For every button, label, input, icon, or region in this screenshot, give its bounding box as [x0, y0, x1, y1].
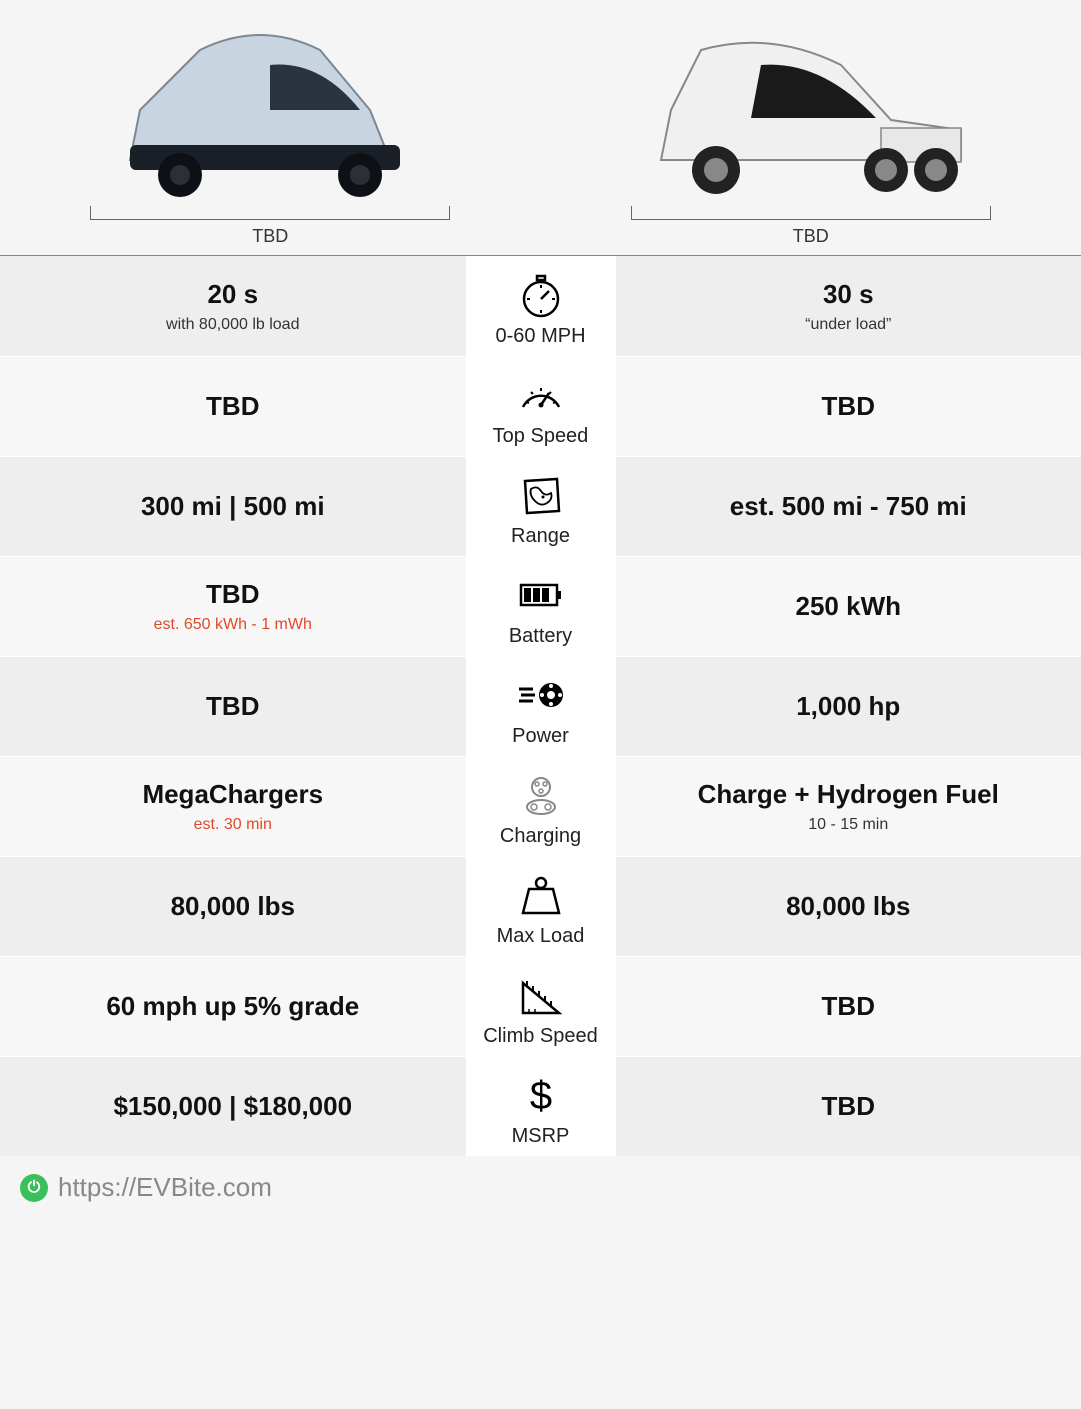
spec-mid-cell: Power	[466, 656, 616, 756]
spec-right-cell: TBD	[616, 356, 1081, 456]
spec-mid-cell: Climb Speed	[466, 956, 616, 1056]
spec-left-value: TBD	[206, 391, 259, 422]
triangle-icon	[513, 969, 569, 1019]
spec-left-value: TBD	[206, 691, 259, 722]
map-icon	[513, 469, 569, 519]
spec-right-cell: 1,000 hp	[616, 656, 1081, 756]
spec-right-value: TBD	[822, 391, 875, 422]
truck-left-image	[70, 10, 470, 210]
spec-right-value: 250 kWh	[796, 591, 902, 622]
spec-left-cell: 300 mi | 500 mi	[0, 456, 466, 556]
spec-right-cell: TBD	[616, 956, 1081, 1056]
spec-left-sub: with 80,000 lb load	[166, 316, 299, 334]
spec-label: 0-60 MPH	[495, 325, 585, 348]
spec-left-value: 80,000 lbs	[171, 891, 295, 922]
spec-left-value: $150,000 | $180,000	[113, 1091, 352, 1122]
spec-right-value: Charge + Hydrogen Fuel	[698, 779, 999, 810]
spec-label: Range	[511, 525, 570, 548]
speedo-icon	[513, 369, 569, 419]
spec-left-value: MegaChargers	[142, 779, 323, 810]
spec-left-cell: $150,000 | $180,000	[0, 1056, 466, 1156]
spec-mid-cell: Charging	[466, 756, 616, 856]
footer-logo-icon: ⏻	[20, 1174, 48, 1202]
comparison-rows: 20 s with 80,000 lb load 0-60 MPH 30 s “unde…	[0, 256, 1081, 1156]
spec-right-cell: Charge + Hydrogen Fuel 10 - 15 min	[616, 756, 1081, 856]
spec-label: MSRP	[512, 1125, 570, 1148]
spec-mid-cell: Battery	[466, 556, 616, 656]
spec-right-cell: TBD	[616, 1056, 1081, 1156]
spec-right-cell: 80,000 lbs	[616, 856, 1081, 956]
spec-label: Battery	[509, 625, 572, 648]
spec-left-value: 20 s	[207, 279, 258, 310]
header-left-label: TBD	[252, 226, 288, 247]
spec-row: 300 mi | 500 mi Range est. 500 mi - 750 mi	[0, 456, 1081, 556]
spec-mid-cell: MSRP	[466, 1056, 616, 1156]
spec-left-cell: TBD	[0, 656, 466, 756]
header-right: TBD	[541, 0, 1081, 255]
spec-right-cell: 30 s “under load”	[616, 256, 1081, 356]
spec-label: Climb Speed	[483, 1025, 598, 1048]
spec-right-cell: 250 kWh	[616, 556, 1081, 656]
spec-row: 80,000 lbs Max Load 80,000 lbs	[0, 856, 1081, 956]
stopwatch-icon	[513, 269, 569, 319]
spec-right-sub: 10 - 15 min	[808, 816, 888, 834]
spec-row: 60 mph up 5% grade Climb Speed TBD	[0, 956, 1081, 1056]
spec-label: Max Load	[497, 925, 585, 948]
spec-label: Top Speed	[493, 425, 589, 448]
spec-left-cell: MegaChargers est. 30 min	[0, 756, 466, 856]
spec-right-value: est. 500 mi - 750 mi	[730, 491, 967, 522]
header-row: TBD TBD	[0, 0, 1081, 256]
header-left: TBD	[0, 0, 541, 255]
spec-label: Power	[512, 725, 569, 748]
spec-mid-cell: Top Speed	[466, 356, 616, 456]
weight-icon	[513, 869, 569, 919]
spec-right-value: 1,000 hp	[796, 691, 900, 722]
bracket-left	[90, 206, 450, 220]
spec-left-estimate: est. 650 kWh - 1 mWh	[154, 616, 312, 634]
spec-mid-cell: Max Load	[466, 856, 616, 956]
battery-icon	[513, 569, 569, 619]
spec-right-value: TBD	[822, 991, 875, 1022]
spec-left-cell: TBD	[0, 356, 466, 456]
spec-mid-cell: 0-60 MPH	[466, 256, 616, 356]
spec-row: $150,000 | $180,000 MSRP TBD	[0, 1056, 1081, 1156]
spec-left-cell: 80,000 lbs	[0, 856, 466, 956]
footer-url: https://EVBite.com	[58, 1172, 272, 1203]
spec-right-value: 30 s	[823, 279, 874, 310]
bracket-right	[631, 206, 991, 220]
spec-left-value: TBD	[206, 579, 259, 610]
spec-row: TBD Top Speed TBD	[0, 356, 1081, 456]
spec-left-cell: TBD est. 650 kWh - 1 mWh	[0, 556, 466, 656]
spec-label: Charging	[500, 825, 581, 848]
spec-right-value: TBD	[822, 1091, 875, 1122]
spec-left-estimate: est. 30 min	[194, 816, 272, 834]
spec-row: 20 s with 80,000 lb load 0-60 MPH 30 s “unde…	[0, 256, 1081, 356]
spec-mid-cell: Range	[466, 456, 616, 556]
spec-row: TBD Power 1,000 hp	[0, 656, 1081, 756]
spec-left-value: 300 mi | 500 mi	[141, 491, 325, 522]
spec-right-cell: est. 500 mi - 750 mi	[616, 456, 1081, 556]
footer: ⏻ https://EVBite.com	[0, 1156, 1081, 1243]
spec-left-cell: 60 mph up 5% grade	[0, 956, 466, 1056]
wheel-icon	[513, 669, 569, 719]
charge-icon	[513, 769, 569, 819]
spec-right-value: 80,000 lbs	[786, 891, 910, 922]
spec-right-sub: “under load”	[805, 316, 891, 334]
truck-right-image	[611, 10, 1011, 210]
spec-left-cell: 20 s with 80,000 lb load	[0, 256, 466, 356]
dollar-icon	[513, 1069, 569, 1119]
spec-left-value: 60 mph up 5% grade	[106, 991, 359, 1022]
spec-row: TBD est. 650 kWh - 1 mWh Battery 250 kWh	[0, 556, 1081, 656]
header-right-label: TBD	[793, 226, 829, 247]
spec-row: MegaChargers est. 30 min Charging Charge + …	[0, 756, 1081, 856]
